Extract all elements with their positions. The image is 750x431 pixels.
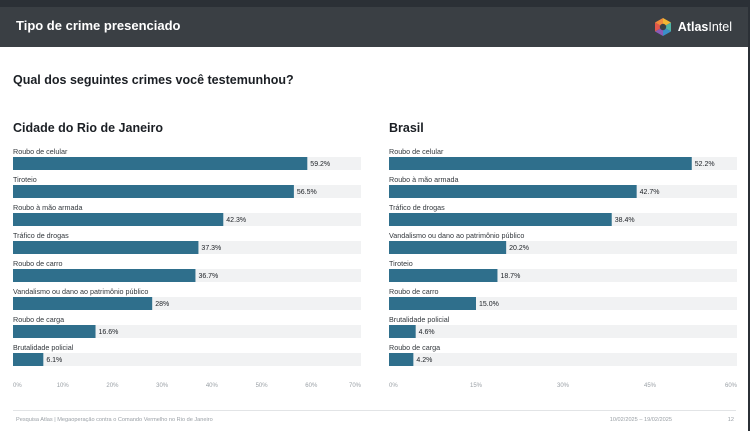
category-label: Roubo à mão armada (389, 175, 459, 184)
footer-source: Pesquisa Atlas | Megaoperação contra o C… (16, 417, 213, 423)
bar (389, 241, 507, 254)
x-tick-label: 45% (644, 383, 657, 389)
bar-track (389, 353, 737, 366)
x-tick-label: 15% (470, 383, 483, 389)
bar (13, 185, 294, 198)
x-tick-label: 10% (57, 383, 70, 389)
bar (389, 157, 692, 170)
category-label: Roubo de carro (389, 287, 439, 296)
category-label: Roubo de celular (389, 147, 444, 156)
category-label: Tráfico de drogas (13, 231, 69, 240)
value-label: 56.5% (297, 189, 317, 196)
bar (13, 325, 96, 338)
chart-title-brasil: Brasil (389, 121, 424, 135)
bar (389, 325, 416, 338)
value-label: 38.4% (615, 217, 635, 224)
category-label: Roubo de carga (389, 343, 440, 352)
bar (13, 241, 199, 254)
x-tick-label: 60% (305, 383, 318, 389)
value-label: 59.2% (310, 161, 330, 168)
value-label: 20.2% (509, 245, 529, 252)
category-label: Tiroteio (13, 175, 37, 184)
value-label: 37.3% (201, 245, 221, 252)
value-label: 42.3% (226, 217, 246, 224)
category-label: Tiroteio (389, 259, 413, 268)
value-label: 36.7% (198, 273, 218, 280)
brand-light: Intel (708, 20, 732, 34)
category-label: Brutalidade policial (389, 315, 450, 324)
slide: Tipo de crime presenciado AtlasIntel Qua… (0, 7, 748, 431)
footer-date: 10/02/2025 – 19/02/2025 (609, 417, 672, 423)
bar (389, 213, 612, 226)
value-label: 42.7% (640, 189, 660, 196)
category-label: Vandalismo ou dano ao patrimônio público (389, 231, 524, 240)
x-tick-label: 30% (557, 383, 570, 389)
question-text: Qual dos seguintes crimes você testemunh… (13, 73, 294, 87)
value-label: 4.2% (416, 357, 432, 364)
bar (389, 269, 498, 282)
footer: Pesquisa Atlas | Megaoperação contra o C… (13, 410, 736, 427)
value-label: 18.7% (500, 273, 520, 280)
header-title: Tipo de crime presenciado (16, 18, 181, 33)
atlasintel-logo-icon (654, 18, 671, 36)
category-label: Roubo de celular (13, 147, 68, 156)
x-tick-label: 50% (256, 383, 269, 389)
value-label: 4.6% (419, 329, 435, 336)
bar-track (13, 353, 361, 366)
header-bar: Tipo de crime presenciado AtlasIntel (0, 7, 748, 47)
chart-title-rio: Cidade do Rio de Janeiro (13, 121, 164, 135)
brand-strong: Atlas (677, 20, 709, 34)
bar (13, 157, 308, 170)
bar (13, 213, 224, 226)
value-label: 28% (155, 301, 169, 308)
category-label: Roubo à mão armada (13, 203, 83, 212)
value-label: 6.1% (46, 357, 62, 364)
bar (389, 353, 414, 366)
x-tick-label: 70% (349, 383, 362, 389)
x-tick-label: 30% (156, 383, 169, 389)
footer-page-number: 12 (727, 417, 734, 423)
category-label: Brutalidade policial (13, 343, 74, 352)
category-label: Tráfico de drogas (389, 203, 445, 212)
category-label: Roubo de carga (13, 315, 64, 324)
x-tick-label: 20% (106, 383, 119, 389)
bar (389, 297, 476, 310)
brand-name: AtlasIntel (678, 20, 732, 34)
category-label: Roubo de carro (13, 259, 63, 268)
x-tick-label: 0% (389, 383, 398, 389)
bar (13, 269, 196, 282)
bar-track (13, 325, 361, 338)
x-tick-label: 0% (13, 383, 22, 389)
bar (13, 297, 153, 310)
x-tick-label: 40% (206, 383, 219, 389)
chart-brasil: Roubo de celular 52.2% Roubo à mão armada 4… (389, 147, 738, 389)
value-label: 16.6% (99, 329, 119, 336)
brand-logo: AtlasIntel (653, 16, 732, 38)
bar (13, 353, 44, 366)
value-label: 15.0% (479, 301, 499, 308)
value-label: 52.2% (695, 161, 715, 168)
bar-track (389, 325, 737, 338)
bar (389, 185, 637, 198)
x-tick-label: 60% (725, 383, 738, 389)
chart-rio: Roubo de celular 59.2% Tiroteio 56.5% Roubo … (13, 147, 362, 389)
category-label: Vandalismo ou dano ao patrimônio público (13, 287, 148, 296)
